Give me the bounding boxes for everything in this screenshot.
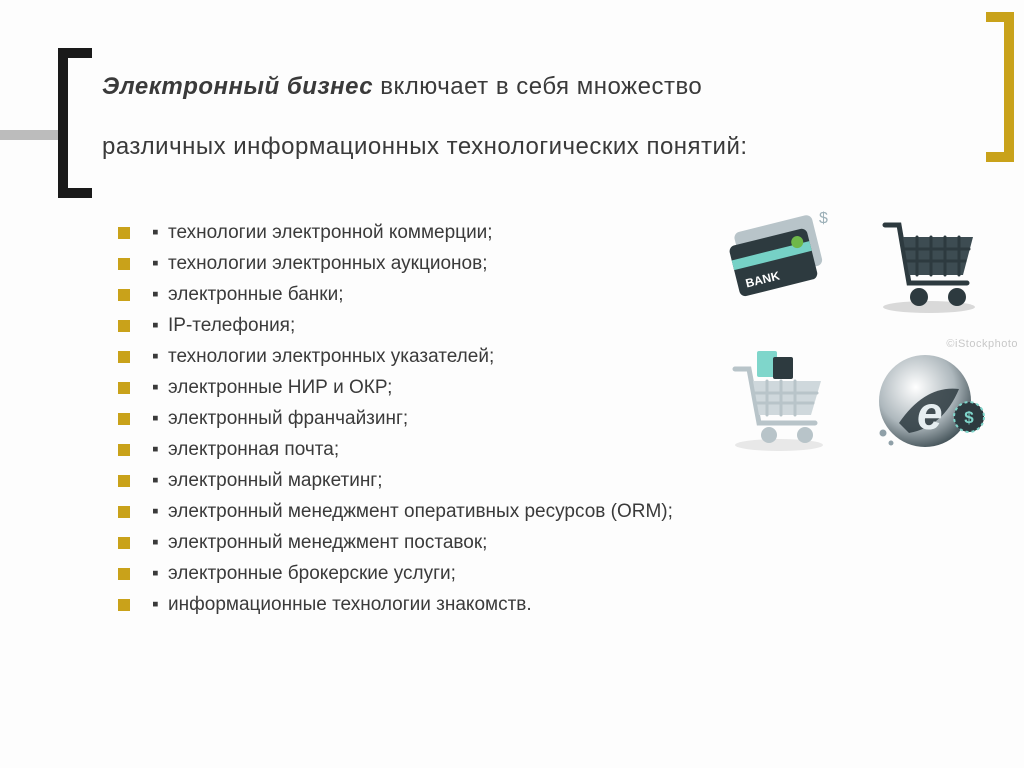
square-bullet-icon [118,475,130,487]
list-item: ▪ IP-телефония; [118,315,678,337]
square-bullet-icon [118,320,130,332]
list-item-text: ▪ электронные НИР и ОКР; [152,377,392,399]
list-item-text: ▪ электронный маркетинг; [152,470,383,492]
bank-card-icon: BANK $ [714,200,844,320]
title-rest: включает в себя множество [373,73,702,100]
title-bold: Электронный бизнес [102,73,373,100]
list-item-text: ▪ технологии электронных аукционов; [152,253,487,275]
shopping-cart-light-icon [714,340,844,460]
square-bullet-icon [118,568,130,580]
square-bullet-icon [118,351,130,363]
stock-watermark: ©iStockphoto [946,338,1018,350]
square-bullet-icon [118,382,130,394]
square-bullet-icon [118,289,130,301]
list-item: ▪ электронная почта; [118,439,678,461]
list-item-text: ▪ информационные технологии знакомств. [152,594,532,616]
square-bullet-icon [118,537,130,549]
svg-text:$: $ [964,408,974,427]
list-item: ▪ электронный франчайзинг; [118,408,678,430]
square-bullet-icon [118,413,130,425]
title-line-1: Электронный бизнес включает в себя множе… [102,68,932,106]
list-item: ▪ электронные банки; [118,284,678,306]
list-item-text: ▪ электронные банки; [152,284,344,306]
list-item: ▪ технологии электронных указателей; [118,346,678,368]
list-item-text: ▪ электронная почта; [152,439,339,461]
list-item-text: ▪ электронный менеджмент поставок; [152,532,487,554]
list-item: ▪ электронные брокерские услуги; [118,563,678,585]
list-item-text: ▪ электронные брокерские услуги; [152,563,456,585]
svg-text:$: $ [819,210,828,227]
square-bullet-icon [118,599,130,611]
square-bullet-icon [118,258,130,270]
illustration-grid: BANK $ [714,200,994,460]
square-bullet-icon [118,506,130,518]
svg-text:e: e [917,387,943,439]
list-item: ▪ технологии электронных аукционов; [118,253,678,275]
list-item: ▪ электронный менеджмент поставок; [118,532,678,554]
shopping-cart-dark-icon [864,200,994,320]
list-item: ▪ электронный менеджмент оперативных рес… [118,501,678,523]
title-block: Электронный бизнес включает в себя множе… [102,68,932,167]
title-bracket-black [58,48,92,198]
list-item-text: ▪ технологии электронных указателей; [152,346,494,368]
list-item-text: ▪ IP-телефония; [152,315,295,337]
list-item: ▪ технологии электронной коммерции; [118,222,678,244]
square-bullet-icon [118,227,130,239]
title-line-2: различных информационных технологических… [102,128,932,166]
bullet-list: ▪ технологии электронной коммерции; ▪ тех… [118,222,678,625]
left-gray-rule [0,130,62,140]
list-item: ▪ электронные НИР и ОКР; [118,377,678,399]
list-item-text: ▪ электронный франчайзинг; [152,408,408,430]
corner-bracket-gold [986,12,1014,162]
e-globe-dollar-icon: e $ [864,340,994,460]
list-item: ▪ информационные технологии знакомств. [118,594,678,616]
list-item-text: ▪ электронный менеджмент оперативных рес… [152,501,673,523]
list-item: ▪ электронный маркетинг; [118,470,678,492]
square-bullet-icon [118,444,130,456]
list-item-text: ▪ технологии электронной коммерции; [152,222,493,244]
